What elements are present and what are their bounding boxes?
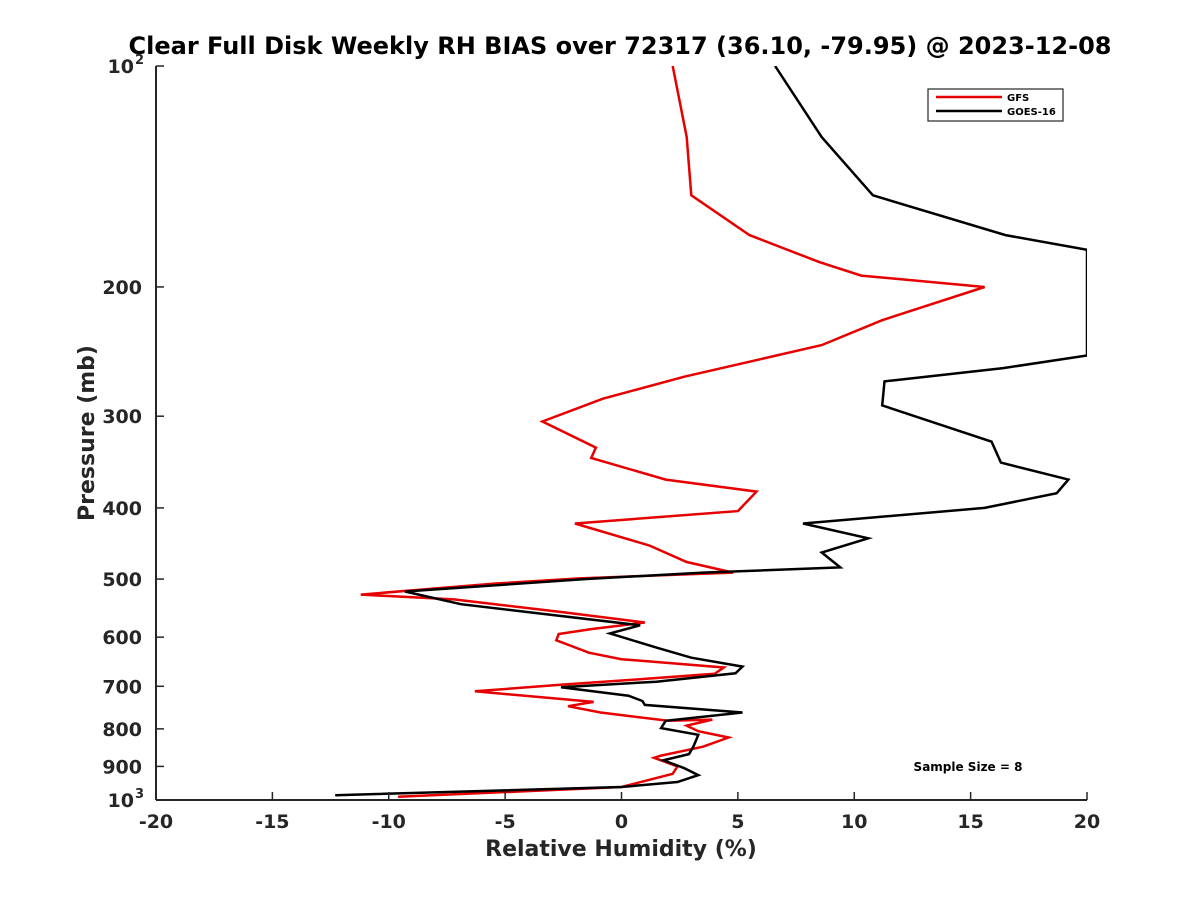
x-tick-label: 15 xyxy=(957,811,983,833)
y-tick-label: 300 xyxy=(102,406,142,428)
chart-title: Clear Full Disk Weekly RH BIAS over 7231… xyxy=(129,32,1112,60)
x-tick-label: -10 xyxy=(372,811,406,833)
y-tick-label: 500 xyxy=(102,569,142,591)
series-line-gfs xyxy=(360,66,985,799)
y-tick-label: 800 xyxy=(102,719,142,741)
y-tick-exponent: 2 xyxy=(135,53,144,68)
y-tick-label: 700 xyxy=(102,676,142,698)
y-tick-label: 400 xyxy=(102,498,142,520)
x-tick-label: -15 xyxy=(255,811,289,833)
x-tick-label: 0 xyxy=(615,811,628,833)
legend: GFS GOES-16 xyxy=(927,88,1064,122)
legend-label-goes16: GOES-16 xyxy=(1007,107,1056,118)
series-line-goes16 xyxy=(335,66,1087,797)
y-tick-label: 10 xyxy=(108,790,134,812)
x-tick-label: 20 xyxy=(1074,811,1100,833)
y-axis-label: Pressure (mb) xyxy=(75,345,100,521)
legend-label-gfs: GFS xyxy=(1007,93,1029,104)
y-tick-exponent: 3 xyxy=(135,787,144,802)
x-ticks: -20 -15 -10 -5 0 5 10 15 20 xyxy=(139,792,1100,833)
x-tick-label: 5 xyxy=(731,811,744,833)
series-layer xyxy=(335,66,1087,799)
legend-box xyxy=(927,88,1064,122)
x-tick-label: -20 xyxy=(139,811,173,833)
y-tick-label: 200 xyxy=(102,277,142,299)
x-axis-label: Relative Humidity (%) xyxy=(485,837,757,862)
sample-size-annotation: Sample Size = 8 xyxy=(914,760,1023,774)
y-tick-label: 600 xyxy=(102,627,142,649)
x-tick-label: 10 xyxy=(841,811,867,833)
x-tick-label: -5 xyxy=(495,811,516,833)
y-tick-label: 900 xyxy=(102,756,142,778)
y-tick-label: 10 xyxy=(108,56,134,78)
